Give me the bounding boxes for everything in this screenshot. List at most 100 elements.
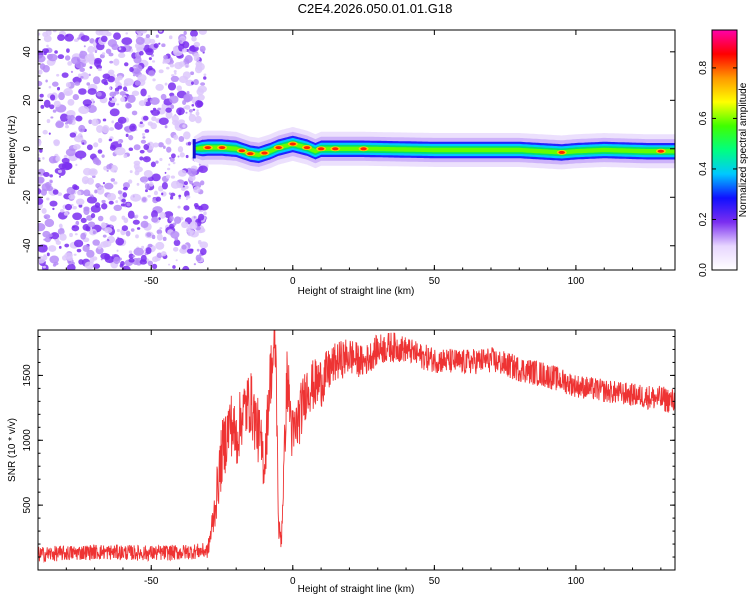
noise-speckle	[155, 160, 159, 164]
noise-speckle	[128, 179, 133, 184]
noise-speckle	[42, 48, 50, 54]
noise-speckle	[129, 123, 137, 132]
noise-speckle	[71, 56, 81, 65]
noise-speckle	[96, 91, 102, 97]
noise-speckle	[116, 249, 119, 252]
noise-speckle	[150, 161, 156, 168]
noise-speckle	[64, 55, 71, 61]
noise-speckle	[156, 229, 163, 235]
noise-speckle	[123, 86, 128, 92]
noise-speckle	[127, 94, 136, 103]
noise-speckle	[56, 86, 61, 91]
noise-speckle	[66, 186, 76, 195]
noise-speckle	[184, 63, 190, 68]
y-tick-label: 0	[22, 146, 33, 152]
noise-speckle	[133, 247, 145, 256]
noise-speckle	[128, 46, 133, 50]
noise-speckle	[135, 234, 139, 239]
noise-speckle	[198, 30, 207, 35]
noise-speckle	[160, 93, 167, 101]
noise-speckle	[129, 170, 133, 174]
noise-speckle	[140, 139, 147, 144]
y-tick-label: -20	[22, 190, 33, 205]
noise-speckle	[184, 55, 193, 64]
noise-speckle	[54, 50, 58, 54]
noise-speckle	[57, 34, 65, 42]
noise-speckle	[109, 215, 117, 222]
ridge-peak	[317, 147, 325, 151]
noise-speckle	[161, 43, 166, 48]
noise-speckle	[109, 108, 120, 117]
noise-speckle	[112, 254, 114, 257]
noise-speckle	[177, 155, 180, 158]
noise-speckle	[50, 94, 56, 101]
colorbar-tick-label: 0.4	[698, 162, 709, 176]
noise-speckle	[102, 118, 107, 122]
noise-speckle	[72, 76, 82, 84]
noise-speckle	[78, 259, 84, 265]
noise-speckle	[49, 174, 53, 178]
noise-speckle	[134, 166, 143, 173]
noise-speckle	[74, 233, 78, 236]
noise-speckle	[183, 93, 193, 102]
noise-speckle	[43, 51, 47, 56]
noise-speckle	[148, 181, 154, 187]
noise-speckle	[109, 164, 118, 173]
noise-speckle	[75, 115, 83, 122]
noise-speckle	[198, 205, 203, 211]
noise-speckle	[190, 30, 198, 38]
noise-speckle	[38, 244, 48, 253]
noise-speckle	[64, 243, 70, 248]
noise-speckle	[125, 230, 131, 237]
noise-speckle	[90, 193, 93, 196]
noise-speckle	[59, 113, 69, 122]
colorbar: 0.0 0.2 0.4 0.6 0.8 Normalized spectral ampl…	[698, 29, 749, 277]
noise-speckle	[147, 194, 151, 198]
noise-speckle	[101, 52, 106, 56]
noise-speckle	[190, 248, 194, 252]
noise-speckle	[178, 196, 181, 200]
noise-speckle	[106, 169, 109, 172]
noise-speckle	[183, 106, 187, 109]
noise-speckle	[193, 79, 199, 86]
colorbar-label: Normalized spectral amplitude	[738, 82, 749, 217]
noise-speckle	[141, 197, 147, 202]
noise-speckle	[59, 233, 67, 241]
noise-speckle	[159, 157, 163, 162]
noise-speckle	[151, 109, 160, 116]
noise-speckle	[172, 161, 176, 165]
noise-speckle	[196, 109, 199, 112]
noise-speckle	[57, 192, 63, 197]
noise-speckle	[80, 75, 84, 79]
noise-speckle	[200, 82, 206, 86]
noise-speckle	[190, 81, 194, 85]
noise-speckle	[193, 216, 196, 219]
noise-speckle	[58, 91, 65, 101]
colorbar-tick-label: 0.2	[698, 212, 709, 226]
noise-speckle	[203, 73, 207, 77]
noise-speckle	[168, 163, 171, 166]
noise-speckle	[88, 119, 93, 125]
noise-speckle	[109, 60, 114, 64]
noise-speckle	[67, 99, 75, 106]
noise-speckle	[95, 30, 104, 36]
noise-speckle	[94, 57, 102, 64]
noise-speckle	[64, 203, 73, 211]
noise-speckle	[118, 47, 122, 51]
noise-speckle	[69, 232, 73, 238]
x-tick-label: -50	[144, 576, 159, 587]
noise-speckle	[156, 233, 163, 241]
noise-speckle	[38, 54, 46, 63]
noise-speckle	[146, 232, 152, 237]
noise-speckle	[196, 100, 204, 108]
noise-speckle	[178, 61, 185, 67]
noise-speckle	[38, 139, 42, 145]
noise-speckle	[181, 187, 186, 191]
noise-speckle	[72, 225, 75, 228]
noise-speckle	[47, 53, 58, 62]
noise-speckle	[151, 116, 157, 122]
noise-speckle	[158, 69, 164, 74]
spectral-ridge	[192, 127, 675, 172]
noise-speckle	[163, 54, 168, 60]
noise-speckle	[102, 182, 106, 185]
